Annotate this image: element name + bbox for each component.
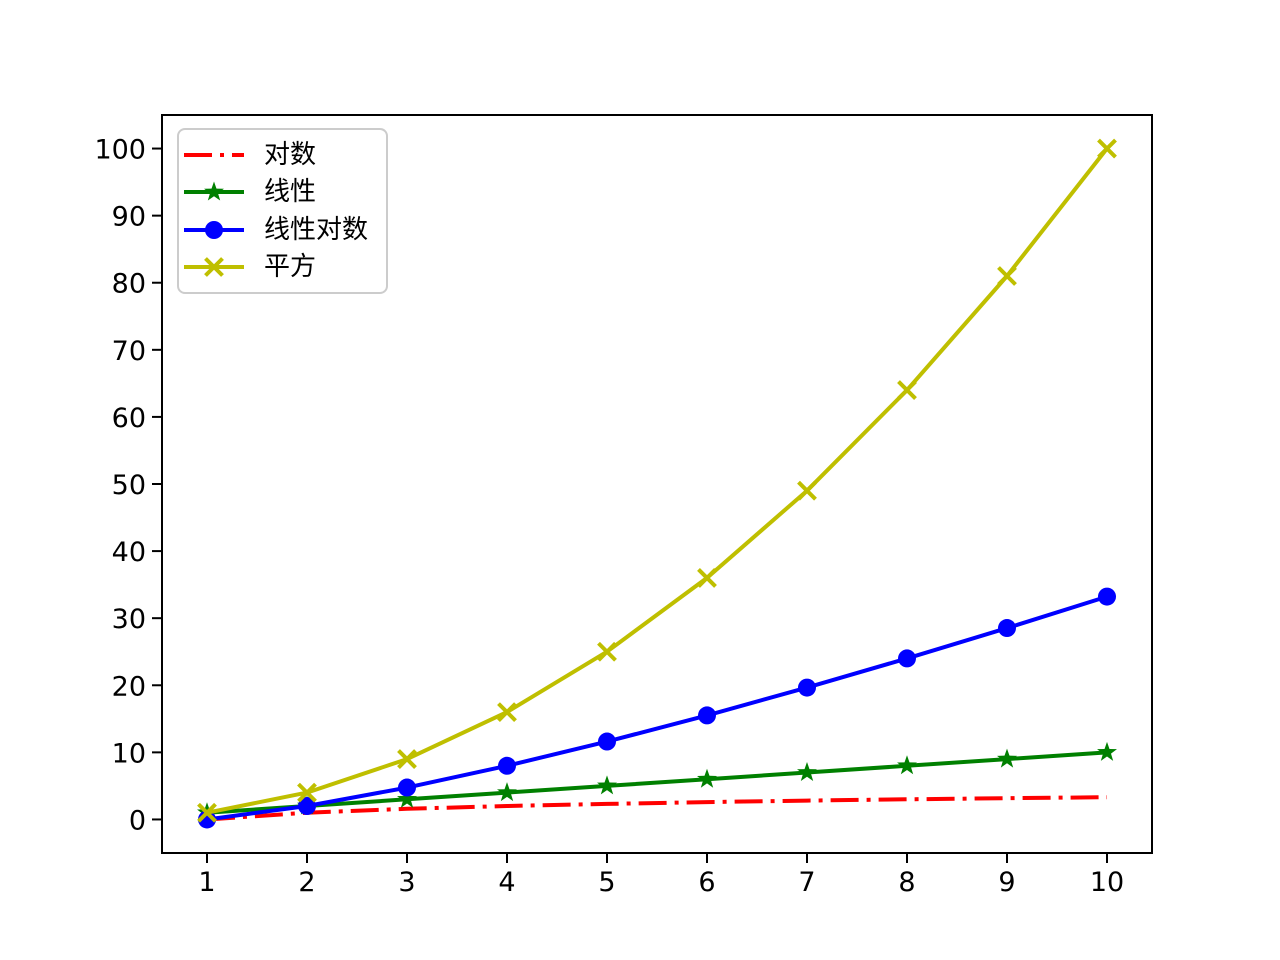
svg-text:90: 90: [112, 202, 146, 233]
svg-text:2: 2: [298, 867, 315, 898]
svg-text:0: 0: [129, 805, 146, 836]
svg-text:9: 9: [998, 867, 1015, 898]
legend-item-square: 平方: [184, 249, 374, 287]
legend-label-square: 平方: [264, 252, 317, 283]
legend: 对数 线性 线性对数 平方: [177, 128, 388, 294]
svg-text:40: 40: [112, 537, 146, 568]
legend-sample-star-line-icon: [184, 181, 244, 201]
svg-text:10: 10: [112, 738, 146, 769]
legend-item-log: 对数: [184, 136, 374, 174]
legend-label-log: 对数: [264, 139, 317, 170]
legend-sample-x-line-icon: [184, 257, 244, 278]
svg-text:1: 1: [198, 867, 215, 898]
legend-item-linear: 线性: [184, 174, 374, 212]
legend-item-linearlog: 线性对数: [184, 211, 374, 249]
svg-text:7: 7: [798, 867, 815, 898]
svg-text:100: 100: [94, 135, 146, 166]
svg-text:70: 70: [112, 336, 146, 367]
svg-text:5: 5: [598, 867, 615, 898]
svg-text:10: 10: [1090, 867, 1124, 898]
legend-label-linearlog: 线性对数: [264, 214, 369, 245]
svg-text:4: 4: [498, 867, 515, 898]
svg-text:20: 20: [112, 671, 146, 702]
svg-text:8: 8: [898, 867, 915, 898]
svg-text:3: 3: [398, 867, 415, 898]
legend-label-linear: 线性: [264, 177, 317, 208]
svg-text:6: 6: [698, 867, 715, 898]
svg-text:30: 30: [112, 604, 146, 635]
svg-text:60: 60: [112, 403, 146, 434]
legend-sample-circle-line-icon: [184, 220, 244, 239]
svg-text:80: 80: [112, 269, 146, 300]
legend-sample-dashdot-line-icon: [184, 152, 244, 157]
svg-text:50: 50: [112, 470, 146, 501]
